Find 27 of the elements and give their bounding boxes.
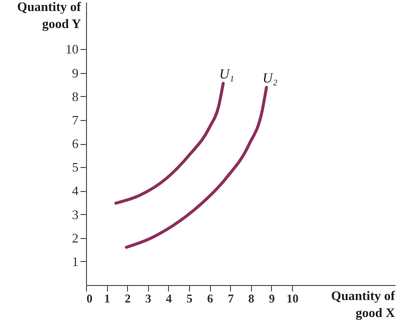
y-tick-label: 7 bbox=[72, 112, 79, 128]
x-tick-label: 3 bbox=[145, 292, 152, 306]
x-tick-label: 6 bbox=[207, 292, 214, 306]
x-tick-label: 4 bbox=[166, 292, 172, 306]
x-tick-label: 9 bbox=[268, 292, 275, 306]
x-tick-label: 0 bbox=[86, 292, 92, 306]
line-series bbox=[124, 86, 268, 249]
y-tick-label: 4 bbox=[72, 183, 79, 198]
y-tick-label: 8 bbox=[72, 88, 78, 104]
y-tick-label: 5 bbox=[72, 160, 78, 175]
x-tick-label: 7 bbox=[228, 292, 234, 306]
series-label: U₂ bbox=[262, 71, 278, 86]
x-tick-label: 2 bbox=[124, 292, 131, 306]
x-tick-label: 8 bbox=[248, 292, 254, 306]
y-tick-label: 2 bbox=[72, 230, 78, 246]
x-tick-label: 5 bbox=[186, 292, 192, 306]
x-tick-label: 10 bbox=[286, 292, 298, 306]
y-axis-title: Quantity of good Y bbox=[17, 0, 82, 31]
series-label: U₁ bbox=[219, 67, 234, 82]
y-tick-label: 10 bbox=[66, 42, 78, 57]
x-tick-label: 1 bbox=[104, 292, 110, 306]
y-tick-label: 1 bbox=[72, 254, 78, 269]
line-series bbox=[114, 82, 225, 205]
y-tick-label: 3 bbox=[72, 206, 78, 222]
y-tick-label: 6 bbox=[72, 136, 79, 151]
x-axis-title: Quantity of good X bbox=[331, 288, 396, 320]
y-tick-label: 9 bbox=[72, 65, 78, 80]
